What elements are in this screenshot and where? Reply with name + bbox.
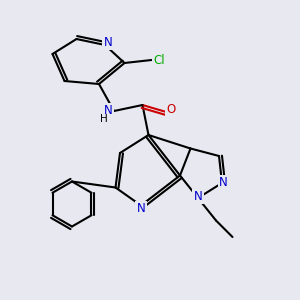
Text: O: O	[167, 103, 176, 116]
Text: N: N	[103, 104, 112, 118]
Text: N: N	[219, 176, 228, 190]
Text: N: N	[194, 190, 202, 203]
Text: N: N	[103, 35, 112, 49]
Text: N: N	[136, 202, 146, 215]
Text: Cl: Cl	[153, 53, 165, 67]
Text: H: H	[100, 113, 107, 124]
